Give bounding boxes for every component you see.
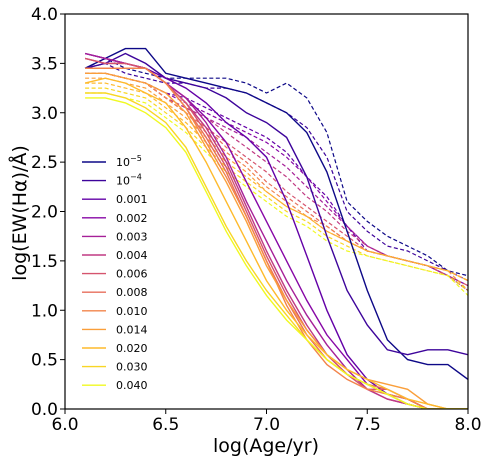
y-axis: 0.0 0.5 1.0 1.5 2.0 2.5 3.0 3.5 4.0 — [31, 5, 65, 420]
x-tick-label: 7.5 — [354, 415, 381, 435]
legend-label: 0.040 — [116, 379, 148, 392]
series-dashed-line-10 — [85, 82, 468, 282]
legend-label: 0.014 — [116, 323, 148, 336]
legend-label: 0.002 — [116, 212, 148, 225]
legend-label: 0.004 — [116, 249, 148, 262]
series-dashed-line-9 — [85, 77, 468, 291]
legend-label: 0.001 — [116, 193, 148, 206]
legend-label: 0.008 — [116, 286, 148, 299]
y-tick-label: 0.0 — [31, 400, 58, 420]
legend-label: 10−4 — [116, 173, 142, 188]
series-solid-line-0 — [84, 47, 468, 380]
y-tick-label: 1.5 — [31, 252, 58, 272]
legend-label: 0.010 — [116, 305, 148, 318]
y-axis-label: log(EW(Hα)/Å) — [8, 145, 31, 281]
series-solid-line-12 — [85, 97, 468, 409]
legend-label: 0.030 — [116, 361, 148, 374]
legend: 10−5 10−4 0.001 0.002 0.003 0.004 0.006 0.008 0.… — [82, 154, 148, 392]
x-axis: 6.0 6.5 7.0 7.5 8.0 — [51, 409, 482, 435]
x-tick-label: 8.0 — [454, 415, 481, 435]
series-solid-line-10 — [84, 77, 468, 409]
series-dashed-line-1 — [84, 62, 468, 282]
series-solid-line-9 — [85, 72, 468, 409]
x-tick-label: 7.0 — [253, 415, 280, 435]
legend-label: 0.006 — [116, 268, 148, 281]
x-tick-label: 6.5 — [152, 415, 179, 435]
x-axis-label: log(Age/yr) — [213, 435, 319, 457]
plot-lines — [84, 47, 468, 409]
legend-label: 0.003 — [116, 230, 148, 243]
y-tick-label: 2.0 — [31, 203, 58, 223]
y-tick-label: 3.0 — [31, 104, 58, 124]
x-tick-label: 6.0 — [51, 415, 78, 435]
legend-label: 0.020 — [116, 342, 148, 355]
y-tick-label: 3.5 — [31, 54, 58, 74]
legend-label: 10−5 — [116, 154, 142, 169]
y-tick-label: 0.5 — [31, 351, 58, 371]
y-tick-label: 4.0 — [31, 5, 58, 25]
series-dashed-line-12 — [85, 92, 468, 296]
y-tick-label: 2.5 — [31, 153, 58, 173]
y-tick-label: 1.0 — [31, 301, 58, 321]
series-solid-line-1 — [84, 52, 468, 356]
